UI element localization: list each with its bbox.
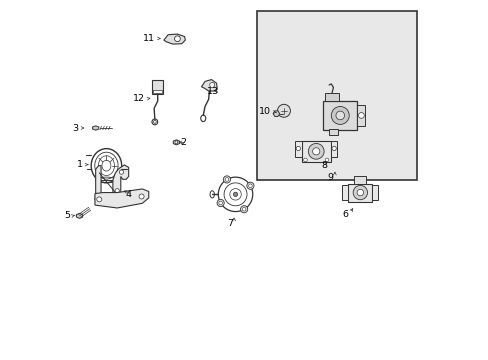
Bar [257,12,416,180]
Text: 9: 9 [327,173,333,182]
Polygon shape [76,213,82,219]
Bar [328,130,337,135]
Circle shape [175,141,178,144]
Text: 7: 7 [226,219,233,228]
Circle shape [119,170,123,174]
Circle shape [115,189,119,193]
Bar [353,176,366,184]
Bar [153,90,162,93]
Bar [348,184,371,202]
Circle shape [97,197,102,202]
Polygon shape [330,140,336,157]
Circle shape [224,177,228,181]
Polygon shape [95,189,148,208]
Circle shape [219,201,222,205]
Circle shape [308,143,324,159]
Circle shape [217,199,224,207]
Polygon shape [294,140,301,157]
Circle shape [242,207,245,211]
Bar [96,180,117,200]
Bar [357,105,365,126]
Polygon shape [371,185,377,200]
Polygon shape [92,126,99,130]
Circle shape [248,184,252,188]
Polygon shape [341,185,348,200]
Polygon shape [95,166,101,202]
Circle shape [325,158,328,162]
Circle shape [277,104,290,117]
Circle shape [233,192,237,197]
Text: 11: 11 [142,34,155,43]
Polygon shape [163,34,185,44]
Text: 3: 3 [73,123,79,132]
Bar [325,93,338,101]
Text: 6: 6 [342,210,348,219]
Circle shape [296,146,300,150]
Circle shape [312,148,319,155]
Text: 4: 4 [125,190,131,199]
Text: 8: 8 [320,161,326,170]
Text: 5: 5 [64,211,70,220]
Bar [323,101,357,130]
Circle shape [303,158,306,162]
Text: 2: 2 [180,138,185,147]
Polygon shape [113,165,128,202]
Circle shape [209,82,214,87]
Text: 13: 13 [206,86,218,95]
Circle shape [356,189,363,196]
Circle shape [331,146,336,150]
Circle shape [358,113,364,118]
Text: 12: 12 [133,94,144,103]
Bar [152,80,163,94]
Circle shape [240,206,247,213]
Circle shape [352,185,367,200]
Circle shape [335,111,344,120]
Circle shape [330,107,348,125]
Text: 1: 1 [77,160,83,169]
Circle shape [223,176,230,183]
Circle shape [246,182,253,189]
Text: 10: 10 [259,107,270,116]
Polygon shape [201,80,217,91]
Circle shape [139,194,144,199]
Circle shape [174,36,180,41]
Bar [301,140,330,162]
Polygon shape [273,111,279,116]
Polygon shape [173,140,179,145]
